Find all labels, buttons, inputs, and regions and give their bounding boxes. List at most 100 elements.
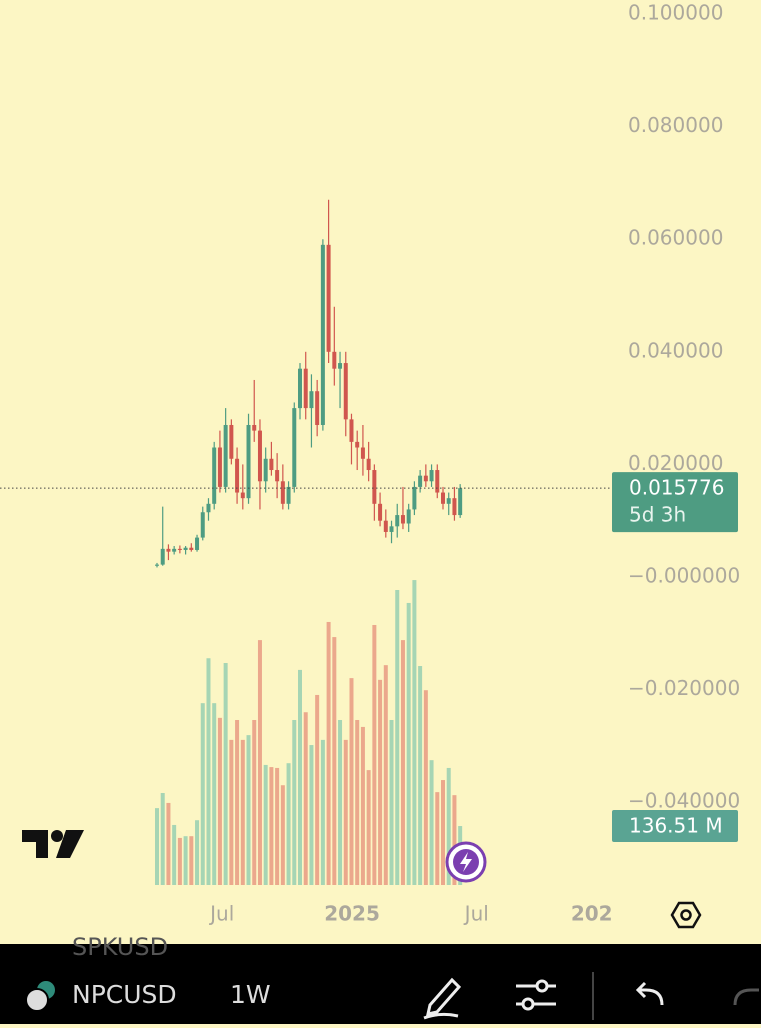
candle-body (292, 408, 297, 487)
volume-bar (235, 720, 240, 885)
volume-bar (446, 767, 451, 885)
candle-body (435, 470, 440, 493)
draw-button[interactable] (423, 977, 462, 1020)
candle-body (389, 526, 394, 532)
candle-body (155, 564, 159, 566)
candle-body (338, 363, 343, 369)
volume-bar (309, 745, 314, 885)
toolbar-body (0, 960, 761, 1024)
y-tick-label: −0.000000 (628, 564, 740, 588)
candle-body (246, 424, 251, 499)
candle-body (378, 503, 383, 521)
volume-bar (292, 720, 297, 885)
volume-bar (212, 703, 217, 885)
volume-bar (275, 767, 280, 885)
redo-button[interactable] (733, 988, 759, 1006)
volume-bar (263, 764, 268, 885)
candle-body (446, 498, 451, 504)
candle-body (183, 547, 188, 550)
last-price-box (612, 472, 738, 533)
volume-bar (400, 640, 405, 885)
volume-bar (252, 720, 257, 885)
candle-body (189, 547, 194, 550)
volume-bar (166, 802, 171, 885)
last-volume-box (612, 810, 738, 843)
candle-body (406, 509, 411, 524)
candle-body (200, 512, 205, 538)
candle-body (275, 470, 280, 482)
candle-body (320, 244, 325, 425)
volume-bar (206, 658, 211, 885)
volume-bar (280, 785, 285, 885)
candle-body (166, 548, 171, 552)
candle-body (223, 424, 228, 487)
volume-bar (429, 760, 434, 885)
volume-bar (195, 820, 200, 885)
indicators-button[interactable] (516, 979, 556, 1011)
last-volume-label: 136.51 M (629, 814, 723, 838)
x-tick-label: Jul (463, 902, 489, 926)
candle-body (269, 458, 274, 471)
y-tick-label: 0.040000 (628, 338, 723, 362)
volume-bar (412, 580, 417, 885)
undo-button[interactable] (635, 981, 664, 1006)
volume-bar (389, 720, 394, 885)
volume-bar (223, 662, 228, 885)
volume-bar (229, 739, 234, 885)
volume-bar (418, 666, 423, 885)
volume-bar (320, 739, 325, 885)
volume-bar (441, 780, 445, 885)
candle-body (326, 244, 331, 352)
y-tick-label: 0.020000 (628, 451, 723, 475)
volume-bar (378, 679, 383, 885)
candle-body (412, 486, 417, 510)
volume-bar (286, 763, 291, 885)
last-price-label: 0.015776 (629, 476, 724, 500)
candle-body (160, 548, 165, 565)
volume-bar (183, 836, 188, 885)
y-tick-label: −0.040000 (628, 789, 740, 813)
candle-body (263, 458, 268, 482)
candle-body (349, 419, 354, 442)
candle-body (286, 486, 291, 504)
settings-button[interactable] (670, 901, 702, 929)
candle-body (355, 441, 360, 448)
candle-body (177, 548, 182, 550)
candle-body (429, 470, 434, 482)
candle-body (298, 368, 302, 409)
interval[interactable]: 1W (230, 980, 271, 1009)
candle-body (303, 368, 308, 409)
volume-bar (372, 624, 377, 885)
candle-body (229, 424, 234, 459)
y-tick-label: 0.060000 (628, 226, 723, 250)
y-tick-label: 0.080000 (628, 113, 723, 137)
volume-bar (257, 640, 262, 885)
candle-body (172, 548, 177, 552)
candle-body (366, 458, 371, 471)
x-tick-label: Jul (208, 902, 234, 926)
candle-body (235, 458, 240, 493)
lightning-button[interactable] (445, 841, 487, 883)
candle-body (280, 481, 285, 504)
candle-body (395, 515, 400, 527)
symbol-icon[interactable] (25, 981, 55, 1012)
volume-bar (200, 703, 205, 885)
volume-bar (452, 795, 457, 885)
candle-body (217, 447, 222, 487)
candle-body (452, 498, 457, 516)
candle-body (383, 520, 388, 532)
symbol[interactable]: NPCUSD (72, 980, 177, 1009)
volume-bar (189, 836, 194, 885)
candle-body (372, 470, 377, 504)
volume-bar (172, 824, 177, 885)
y-tick-label: 0.100000 (628, 1, 723, 25)
candle-body (418, 475, 423, 487)
volume-bar (366, 770, 371, 885)
candle-body (206, 503, 211, 513)
candle-body (343, 363, 348, 420)
candle-body (309, 391, 314, 409)
candle-body (212, 447, 217, 504)
volume-bar (332, 637, 337, 885)
volume-bar (240, 739, 245, 885)
